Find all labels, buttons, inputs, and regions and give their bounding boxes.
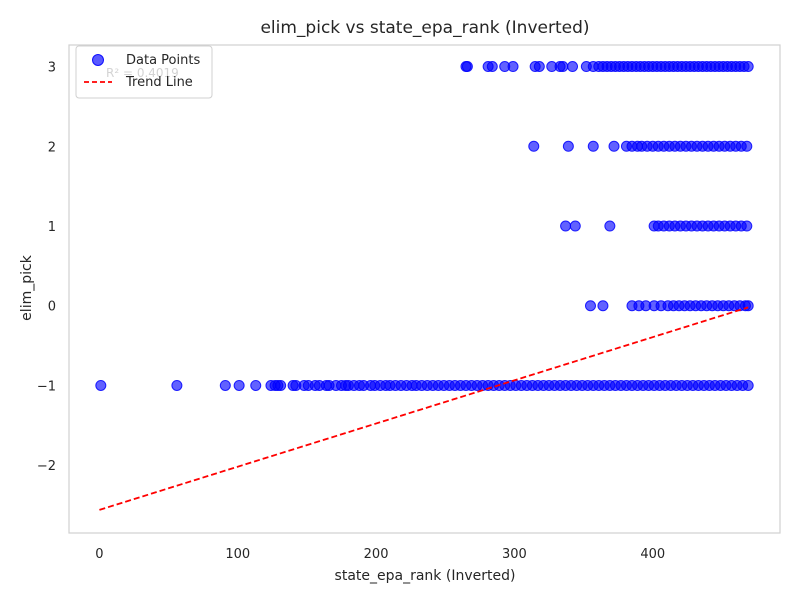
data-point (604, 220, 616, 232)
legend-label-data-points: Data Points (126, 53, 200, 68)
data-point (560, 220, 572, 232)
data-point (569, 220, 581, 232)
x-tick-label: 100 (225, 547, 250, 562)
data-point (584, 300, 596, 312)
data-point (250, 379, 262, 391)
legend-box (75, 45, 213, 99)
data-point (562, 140, 574, 152)
x-tick-label: 200 (364, 547, 389, 562)
y-tick-label: −1 (37, 379, 56, 394)
data-point (567, 61, 579, 73)
data-point (587, 140, 599, 152)
legend: R² = 0.4019 Data Points Trend Line (75, 45, 213, 99)
r-squared-annotation: R² = 0.4019 (106, 66, 179, 80)
data-point (171, 379, 183, 391)
trend-line (99, 306, 749, 511)
x-tick-label: 300 (502, 547, 527, 562)
data-point (528, 140, 540, 152)
data-point (533, 61, 545, 73)
y-axis-label: elim_pick (19, 254, 35, 321)
trend-line-layer (99, 306, 749, 511)
data-point (741, 220, 753, 232)
data-point (557, 61, 569, 73)
chart-title: elim_pick vs state_epa_rank (Inverted) (260, 18, 589, 38)
data-point (95, 379, 107, 391)
y-tick-label: −2 (37, 459, 56, 474)
x-axis-label: state_epa_rank (Inverted) (335, 568, 516, 584)
plot-area (68, 44, 781, 534)
data-point (486, 61, 498, 73)
data-point (742, 379, 754, 391)
x-tick-label: 400 (640, 547, 665, 562)
data-point (597, 300, 609, 312)
y-tick-label: 3 (48, 61, 56, 76)
data-point (742, 61, 754, 73)
data-point (741, 140, 753, 152)
data-point (507, 61, 519, 73)
data-point (219, 379, 231, 391)
data-point (608, 140, 620, 152)
data-point (461, 61, 473, 73)
axes-layer: 0 100 200 300 400 −2 −1 0 1 2 3 (37, 44, 781, 562)
y-tick-label: 1 (48, 220, 56, 235)
data-point (233, 379, 245, 391)
legend-label-trend-line: Trend Line (125, 75, 193, 90)
legend-marker-data-points (92, 54, 104, 66)
data-point (275, 379, 287, 391)
x-tick-label: 0 (95, 547, 103, 562)
y-tick-label: 0 (48, 300, 56, 315)
y-tick-label: 2 (48, 140, 56, 155)
